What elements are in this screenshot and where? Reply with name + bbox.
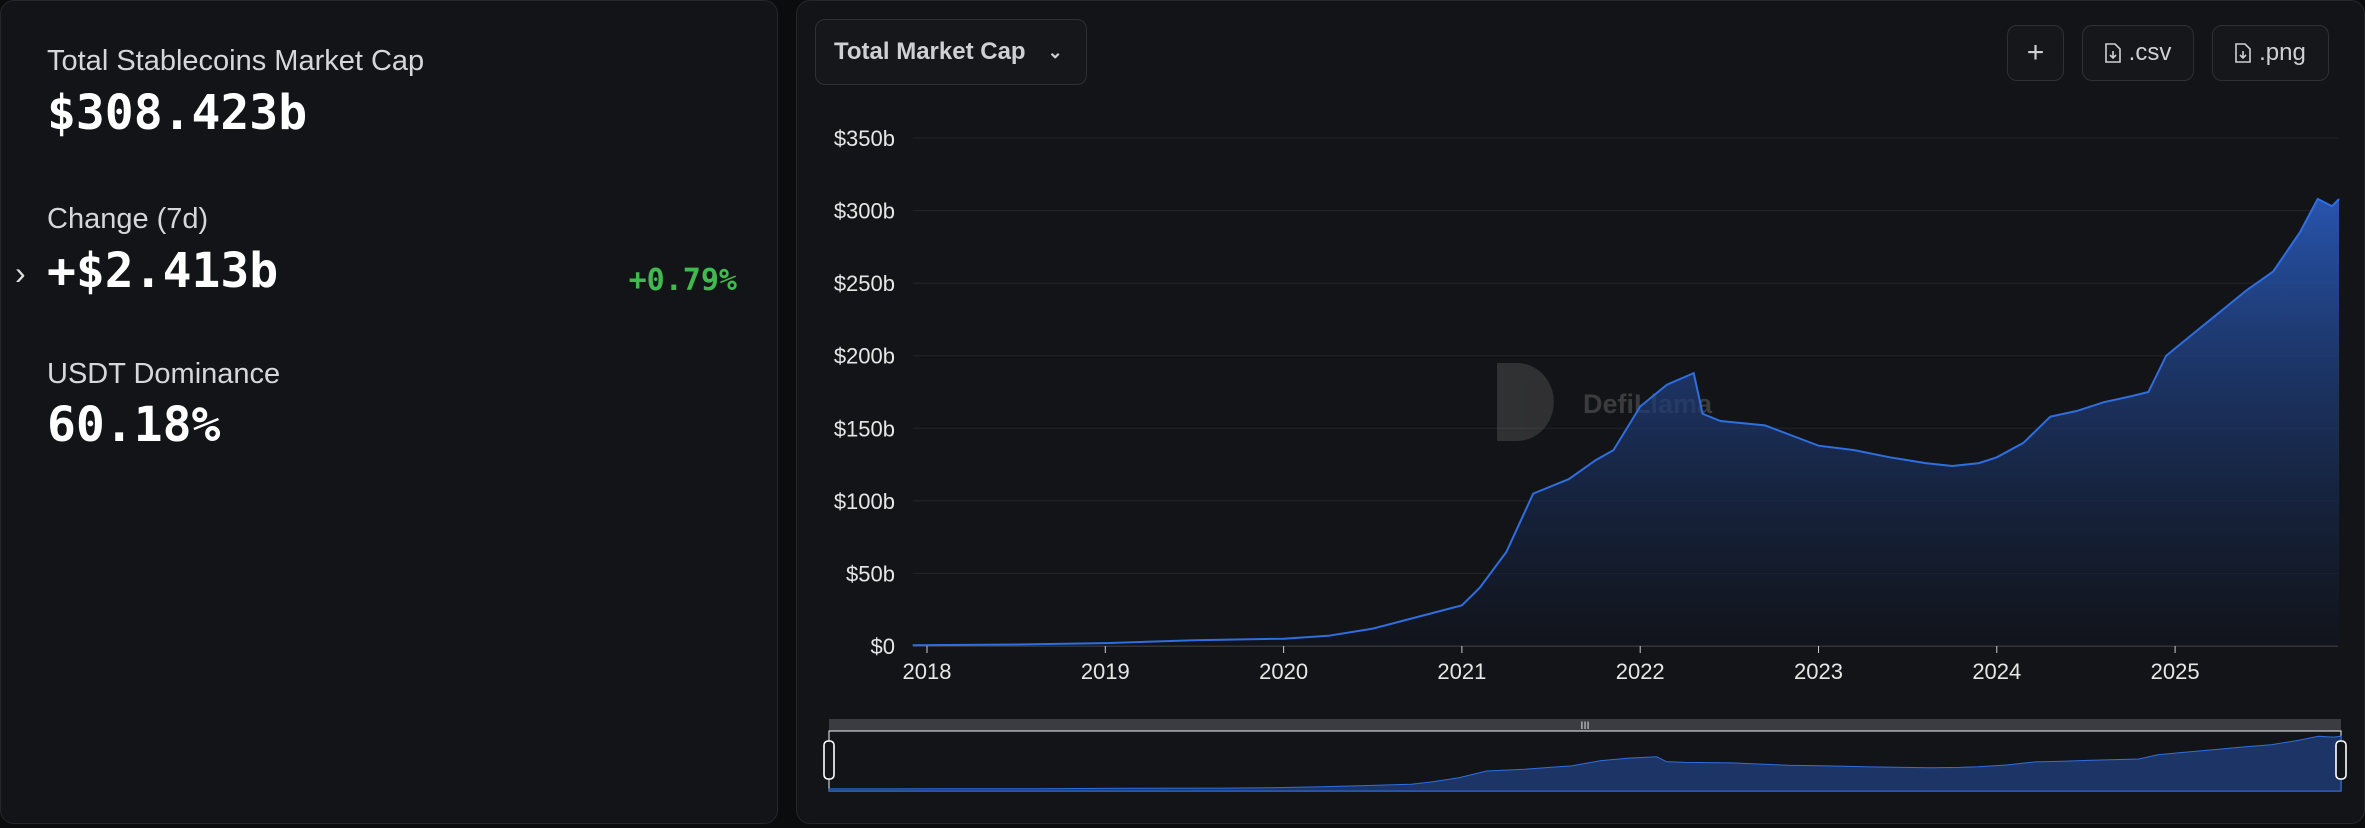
metric-dropdown[interactable]: Total Market Cap ⌄ <box>815 19 1087 85</box>
y-tick-label: $0 <box>871 634 895 659</box>
csv-label: .csv <box>2128 39 2172 66</box>
y-tick-label: $250b <box>834 271 895 296</box>
x-tick-label: 2021 <box>1437 659 1486 684</box>
metric-dropdown-label: Total Market Cap <box>834 38 1026 65</box>
drag-grip-icon: III <box>1580 720 1589 732</box>
navigator-right-handle[interactable] <box>2335 740 2347 780</box>
y-tick-label: $150b <box>834 416 895 441</box>
add-icon: + <box>2026 36 2045 69</box>
x-tick-label: 2023 <box>1794 659 1843 684</box>
png-download-button[interactable]: .png <box>2212 25 2329 81</box>
x-tick-label: 2019 <box>1081 659 1130 684</box>
file-download-icon <box>2235 43 2251 63</box>
market-cap-chart: DefiLlama $0$50b$100b$150b$200b$250b$300… <box>823 126 2347 792</box>
usdt-dominance-value: 60.18% <box>47 397 221 453</box>
chevron-right-icon[interactable]: › <box>15 255 26 291</box>
y-tick-label: $100b <box>834 489 895 514</box>
navigator-left-handle[interactable] <box>823 740 835 780</box>
summary-panel: Total Stablecoins Market Cap $308.423b C… <box>0 0 778 824</box>
y-tick-label: $350b <box>834 126 895 151</box>
x-tick-label: 2020 <box>1259 659 1308 684</box>
navigator-drag-bar[interactable] <box>829 719 2341 731</box>
series-line <box>912 197 2340 647</box>
x-tick-label: 2025 <box>2151 659 2200 684</box>
navigator-area <box>828 735 2342 792</box>
total-market-cap-value: $308.423b <box>47 85 308 141</box>
chevron-down-icon: ⌄ <box>1047 41 1063 62</box>
x-tick-label: 2022 <box>1616 659 1665 684</box>
series-area <box>912 199 2340 646</box>
usdt-dominance-label: USDT Dominance <box>47 358 281 390</box>
y-tick-label: $50b <box>846 561 895 586</box>
total-market-cap-label: Total Stablecoins Market Cap <box>47 45 425 77</box>
csv-download-button[interactable]: .csv <box>2082 25 2194 81</box>
y-tick-label: $300b <box>834 199 895 224</box>
png-label: .png <box>2259 39 2306 66</box>
change-7d-label: Change (7d) <box>47 203 209 235</box>
x-tick-label: 2024 <box>1972 659 2021 684</box>
change-7d-percent: +0.79% <box>628 263 737 298</box>
range-navigator[interactable]: III <box>823 719 2347 792</box>
change-7d-value: +$2.413b <box>47 243 279 299</box>
y-tick-label: $200b <box>834 344 895 369</box>
add-button[interactable]: + <box>2007 25 2064 81</box>
x-tick-label: 2018 <box>903 659 952 684</box>
file-download-icon <box>2104 43 2121 63</box>
chart-panel: Total Market Cap ⌄ + .csv .png DefiLlama… <box>796 0 2365 824</box>
